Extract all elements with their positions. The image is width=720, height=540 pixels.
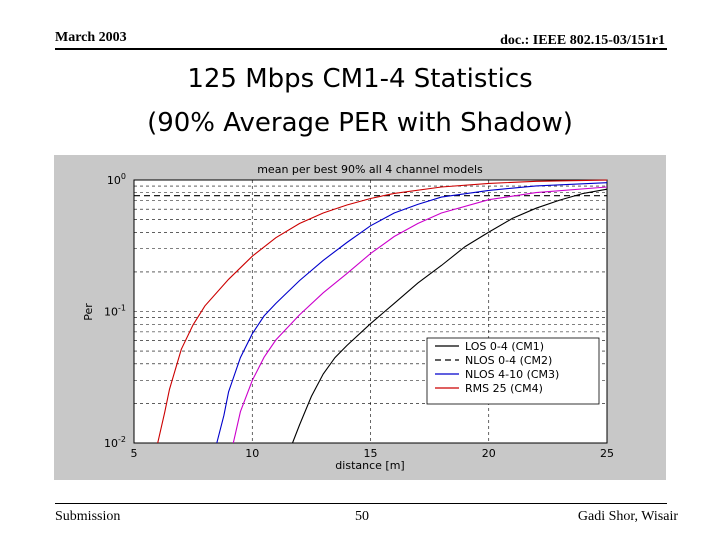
header-date: March 2003: [55, 30, 127, 45]
legend-label: NLOS 4-10 (CM3): [465, 368, 559, 381]
series-line-5: [232, 186, 608, 444]
slide-title-line1: 125 Mbps CM1-4 Statistics: [187, 64, 533, 94]
y-tick-label: 10-1: [104, 304, 126, 319]
legend-label: RMS 25 (CM4): [465, 382, 543, 395]
x-tick-label: 15: [364, 447, 378, 460]
x-tick-label: 25: [600, 447, 614, 460]
footer-author: Gadi Shor, Wisair: [577, 509, 678, 524]
grid: [134, 180, 607, 443]
chart-panel: 5 10 15 20 25 100 10-1 10-2 mean per best 90% a…: [54, 155, 666, 480]
legend-box: [426, 337, 600, 405]
footer-rule: [55, 503, 667, 504]
footer-submission: Submission: [55, 509, 121, 524]
axes: 5 10 15 20 25 100 10-1 10-2: [104, 172, 614, 460]
legend-label: LOS 0-4 (CM1): [465, 340, 544, 353]
per-chart: 5 10 15 20 25 100 10-1 10-2 mean per best 90% a…: [82, 163, 614, 472]
header-rule: [55, 48, 667, 50]
slide-title-line2: (90% Average PER with Shadow): [147, 108, 573, 138]
series-line-3: [216, 182, 608, 444]
y-tick-label: 100: [107, 172, 126, 187]
x-axis-label: distance [m]: [335, 459, 404, 472]
chart-title: mean per best 90% all 4 channel models: [257, 163, 483, 176]
series-line-4: [157, 179, 608, 444]
series-line-1: [291, 188, 608, 444]
x-tick-label: 10: [245, 447, 259, 460]
legend-label: NLOS 0-4 (CM2): [465, 354, 552, 367]
y-tick-label: 10-2: [104, 435, 126, 450]
legend: LOS 0-4 (CM1)NLOS 0-4 (CM2)NLOS 4-10 (CM…: [426, 337, 600, 405]
x-tick-label: 5: [131, 447, 138, 460]
y-axis-label: Per: [82, 303, 95, 321]
header-doc-id: doc.: IEEE 802.15-03/151r1: [500, 33, 665, 48]
series-group: [134, 179, 608, 444]
footer-page-number: 50: [355, 509, 369, 524]
x-tick-label: 20: [482, 447, 496, 460]
